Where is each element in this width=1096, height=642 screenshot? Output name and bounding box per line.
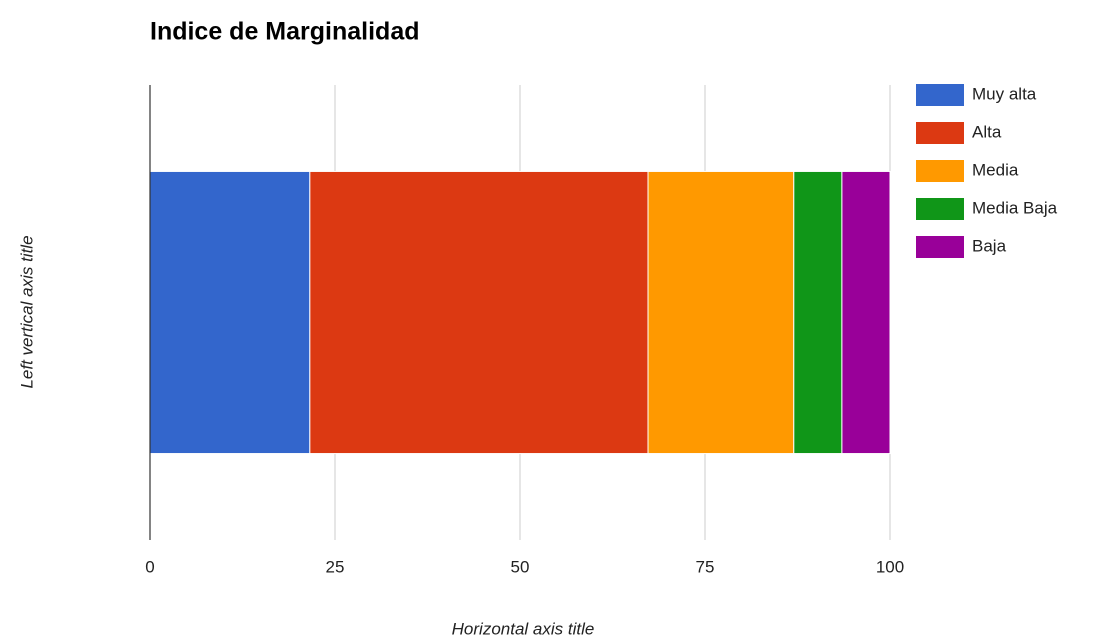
legend-swatch	[916, 160, 964, 182]
legend-label: Media Baja	[972, 198, 1058, 217]
x-tick-label: 50	[511, 557, 530, 576]
legend-swatch	[916, 84, 964, 106]
legend-swatch	[916, 236, 964, 258]
x-tick-label: 0	[145, 557, 154, 576]
x-tick-label: 75	[696, 557, 715, 576]
bar-segment	[647, 170, 795, 455]
legend-label: Alta	[972, 122, 1002, 141]
legend-swatch	[916, 122, 964, 144]
x-tick-label: 100	[876, 557, 904, 576]
legend-swatch	[916, 198, 964, 220]
bar-segment	[793, 170, 843, 455]
bar-segment	[309, 170, 649, 455]
legend-label: Baja	[972, 236, 1007, 255]
y-axis-title: Left vertical axis title	[17, 235, 36, 388]
chart-title: Indice de Marginalidad	[150, 18, 420, 46]
legend-label: Media	[972, 160, 1019, 179]
bar-segment	[841, 170, 891, 455]
bar-segment	[149, 170, 311, 455]
x-axis-title: Horizontal axis title	[452, 619, 595, 638]
legend-label: Muy alta	[972, 84, 1037, 103]
x-tick-label: 25	[326, 557, 345, 576]
